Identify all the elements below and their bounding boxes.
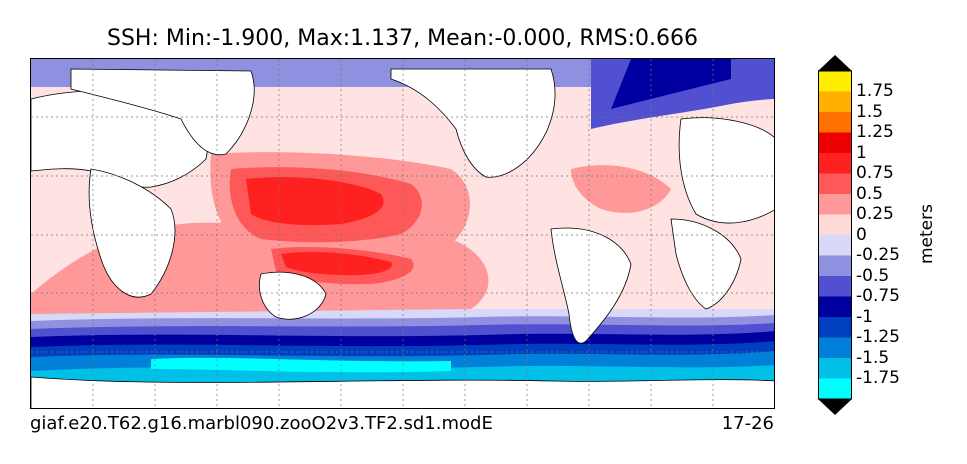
atlantic-high	[571, 165, 671, 213]
colorbar-segment	[818, 71, 852, 92]
north-pacific-high-3	[246, 177, 384, 226]
colorbar-tick-label: -1.75	[856, 368, 900, 388]
colorbar-tick-label: 0.5	[856, 183, 884, 204]
colorbar-segment	[818, 378, 852, 399]
colorbar-tick-label: -1	[856, 306, 873, 327]
map-grid	[31, 59, 774, 408]
colorbar-tick-label: 0	[856, 224, 867, 245]
north-america	[390, 68, 556, 178]
colorbar-tick-label: -0.5	[856, 265, 890, 286]
colorbar-tick-label: -1.5	[856, 347, 890, 368]
colorbar-segment	[818, 235, 852, 256]
year-range-label: 17-26	[721, 413, 774, 434]
colorbar-segment	[818, 337, 852, 358]
australia	[259, 271, 327, 320]
colorbar-tick-label: -0.25	[856, 245, 900, 265]
colorbar-segment	[818, 91, 852, 112]
map-canvas	[31, 59, 774, 408]
colorbar-segment	[818, 132, 852, 153]
colorbar-segment	[818, 153, 852, 174]
colorbar-segment	[818, 112, 852, 133]
europe-africa-west	[678, 117, 774, 224]
colorbar-segment	[818, 317, 852, 338]
africa-south	[670, 218, 742, 310]
colorbar-segment	[818, 296, 852, 317]
colorbar-segment	[818, 194, 852, 215]
run-id-label: giaf.e20.T62.g16.marbl090.zooO2v3.TF2.sd…	[30, 413, 493, 434]
colorbar-tick-label: 1.5	[856, 101, 884, 122]
colorbar-tick-label: 1	[856, 142, 867, 163]
southern-cyan-patch	[151, 357, 451, 373]
colorbar-outline	[818, 70, 852, 400]
colorbar-tick-label: 1.75	[856, 81, 894, 101]
asia	[70, 68, 255, 156]
south-pacific-high-2	[281, 251, 392, 276]
north-atlantic-low-core	[611, 59, 731, 109]
colorbar-segment	[818, 173, 852, 194]
colorbar-tick-label: 0.25	[856, 204, 894, 224]
ssh-map	[30, 58, 775, 409]
colorbar-segment	[818, 214, 852, 235]
colorbar-extend-min	[818, 399, 852, 415]
colorbar-tick-label: 0.75	[856, 163, 894, 183]
colorbar-extend-max	[818, 55, 852, 71]
chart-title: SSH: Min:-1.900, Max:1.137, Mean:-0.000,…	[107, 26, 698, 51]
colorbar-tick-label: 1.25	[856, 122, 894, 142]
colorbar-tick-label: -0.75	[856, 286, 900, 306]
colorbar-segment	[818, 276, 852, 297]
units-label: meters	[917, 204, 937, 264]
colorbar-segment	[818, 358, 852, 379]
colorbar	[818, 55, 852, 415]
south-america	[550, 227, 632, 344]
colorbar-tick-label: -1.25	[856, 327, 900, 347]
colorbar-segment	[818, 255, 852, 276]
